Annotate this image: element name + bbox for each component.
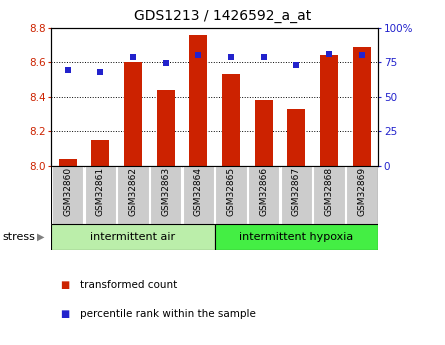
- Text: stress: stress: [2, 232, 35, 242]
- Bar: [182, 166, 214, 224]
- Point: [326, 51, 333, 57]
- Bar: [255, 100, 273, 166]
- Text: GSM32863: GSM32863: [161, 167, 170, 216]
- Bar: [59, 159, 77, 166]
- Bar: [52, 166, 83, 224]
- Bar: [215, 224, 378, 250]
- Bar: [222, 74, 240, 166]
- Point: [358, 52, 365, 58]
- Bar: [85, 166, 116, 224]
- Bar: [124, 62, 142, 166]
- Text: GSM32867: GSM32867: [292, 167, 301, 216]
- Bar: [287, 109, 305, 166]
- Bar: [190, 34, 207, 166]
- Text: GDS1213 / 1426592_a_at: GDS1213 / 1426592_a_at: [134, 9, 311, 23]
- Point: [162, 61, 169, 66]
- Bar: [91, 140, 109, 166]
- Text: GSM32865: GSM32865: [227, 167, 235, 216]
- Text: intermittent air: intermittent air: [90, 232, 175, 242]
- Text: percentile rank within the sample: percentile rank within the sample: [80, 309, 256, 319]
- Point: [129, 54, 137, 59]
- Bar: [157, 90, 174, 166]
- Text: GSM32862: GSM32862: [129, 167, 138, 216]
- Bar: [346, 166, 378, 224]
- Bar: [51, 224, 215, 250]
- Text: GSM32869: GSM32869: [357, 167, 366, 216]
- Point: [260, 54, 267, 59]
- Bar: [353, 47, 371, 166]
- Bar: [248, 166, 279, 224]
- Text: transformed count: transformed count: [80, 280, 178, 289]
- Bar: [117, 166, 149, 224]
- Text: ▶: ▶: [37, 232, 44, 242]
- Text: GSM32864: GSM32864: [194, 167, 203, 216]
- Bar: [320, 55, 338, 166]
- Bar: [281, 166, 312, 224]
- Bar: [313, 166, 345, 224]
- Point: [227, 54, 235, 59]
- Text: GSM32868: GSM32868: [325, 167, 334, 216]
- Text: intermittent hypoxia: intermittent hypoxia: [239, 232, 354, 242]
- Text: GSM32860: GSM32860: [63, 167, 72, 216]
- Text: GSM32861: GSM32861: [96, 167, 105, 216]
- Text: ■: ■: [60, 280, 69, 289]
- Point: [64, 68, 71, 73]
- Point: [195, 52, 202, 58]
- Text: GSM32866: GSM32866: [259, 167, 268, 216]
- Bar: [215, 166, 247, 224]
- Point: [97, 69, 104, 75]
- Point: [293, 62, 300, 68]
- Text: ■: ■: [60, 309, 69, 319]
- Bar: [150, 166, 182, 224]
